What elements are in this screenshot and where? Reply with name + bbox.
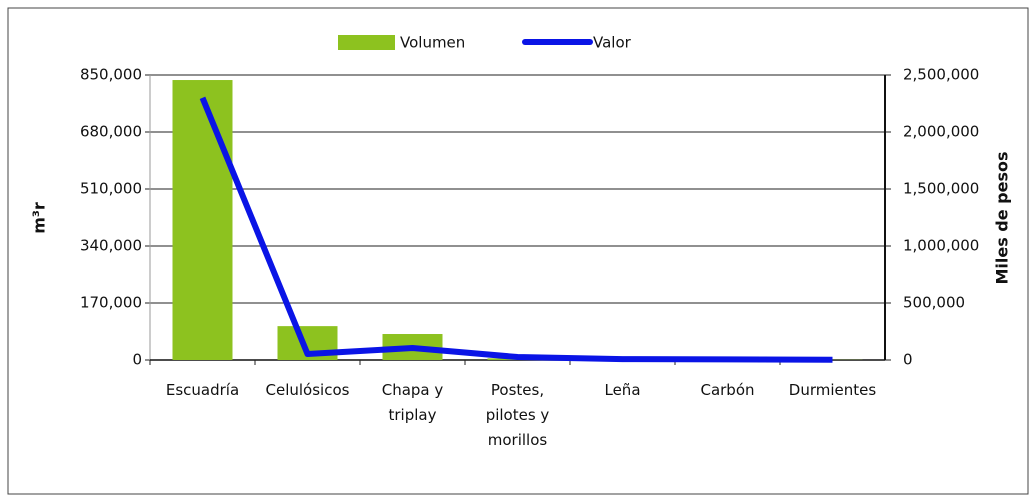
y2-tick-label: 2,000,000	[903, 123, 979, 141]
x-tick-label: Celulósicos	[266, 381, 350, 399]
y2-tick-label: 500,000	[903, 294, 965, 312]
x-tick-label: Escuadría	[166, 381, 239, 399]
x-tick-label: Postes, pilotes y morillos	[486, 381, 550, 449]
x-tick-label: Leña	[604, 381, 640, 399]
y-tick-label: 170,000	[80, 294, 142, 312]
y2-tick-label: 2,500,000	[903, 66, 979, 84]
y-tick-label: 850,000	[80, 66, 142, 84]
y-tick-label: 510,000	[80, 180, 142, 198]
y2-tick-label: 1,500,000	[903, 180, 979, 198]
y-tick-label: 340,000	[80, 237, 142, 255]
legend-swatch	[338, 35, 395, 50]
x-tick-label: Chapa y triplay	[382, 381, 444, 424]
y2-tick-label: 1,000,000	[903, 237, 979, 255]
y-axis-title: m³r	[30, 202, 49, 234]
legend-label: Volumen	[400, 34, 465, 52]
line	[199, 96, 833, 363]
y2-axis-title: Miles de pesos	[993, 151, 1012, 284]
y-tick-label: 680,000	[80, 123, 142, 141]
legend-label: Valor	[593, 34, 632, 52]
y2-tick-label: 0	[903, 351, 913, 369]
x-tick-label: Durmientes	[789, 381, 877, 399]
x-tick-label: Carbón	[700, 381, 754, 399]
bar	[172, 80, 233, 360]
y-tick-label: 0	[132, 351, 142, 369]
